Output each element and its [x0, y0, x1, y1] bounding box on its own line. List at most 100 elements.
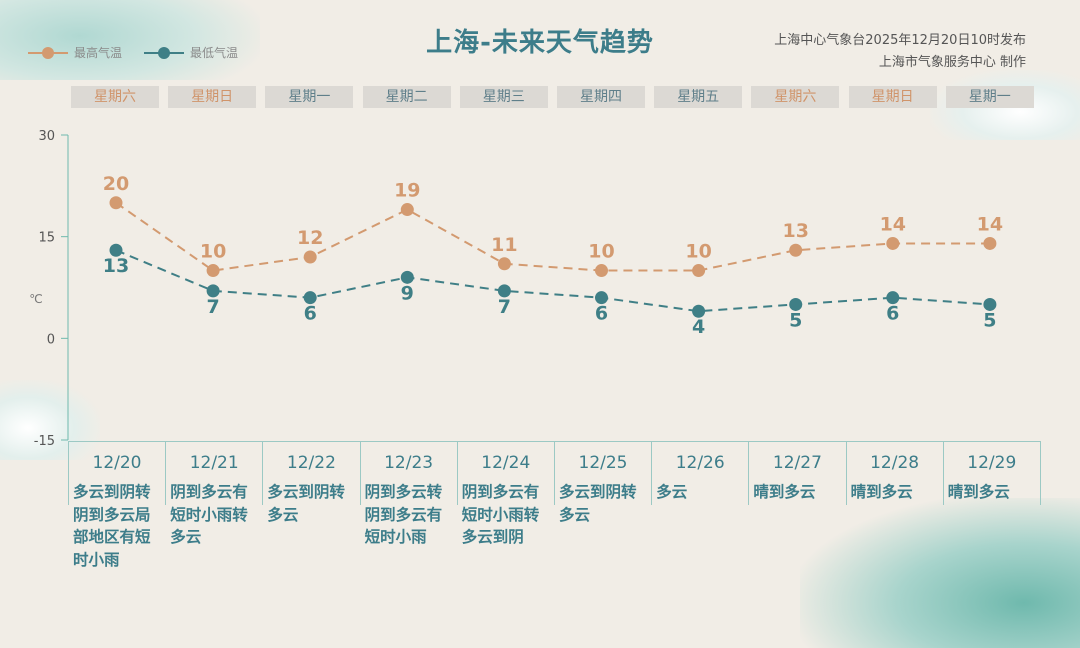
- max-temp-label: 13: [782, 220, 808, 242]
- forecast-date: 12/23: [384, 453, 434, 473]
- forecast-date: 12/22: [286, 453, 336, 473]
- y-tick-label: 15: [38, 231, 55, 246]
- weekday-cell: 星期六: [751, 86, 840, 108]
- weekday-cell: 星期五: [654, 86, 743, 108]
- decorative-cloud-top-left: [0, 0, 260, 80]
- max-temp-point: [789, 243, 803, 257]
- min-temp-point: [692, 304, 706, 318]
- min-temp-label: 13: [103, 255, 129, 277]
- forecast-weather: 晴到多云: [753, 483, 816, 501]
- forecast-column: 12/21 阴到多云有短时小雨转多云: [165, 441, 262, 546]
- max-temp-label: 10: [685, 241, 711, 263]
- forecast-date: 12/20: [92, 453, 142, 473]
- legend-min-marker-icon: [144, 46, 185, 59]
- max-temp-label: 14: [977, 213, 1003, 235]
- max-temp-point: [109, 196, 123, 210]
- legend-max-label: 最高气温: [74, 46, 123, 60]
- y-tick-label: 0: [47, 332, 55, 347]
- legend: 最高气温 最低气温: [28, 44, 238, 61]
- legend-min-label: 最低气温: [190, 46, 239, 60]
- max-temp-point: [206, 264, 220, 278]
- weekday-cell: 星期一: [265, 86, 354, 108]
- min-temp-point: [400, 270, 414, 284]
- forecast-column: 12/27 晴到多云: [748, 441, 845, 505]
- y-tick-label: 30: [38, 129, 55, 144]
- max-temp-line: [115, 201, 990, 272]
- weekday-cell: 星期四: [557, 86, 645, 108]
- max-temp-label: 10: [588, 241, 614, 263]
- min-temp-label: 5: [789, 309, 802, 331]
- issuer-line-2: 上海市气象服务中心 制作: [878, 55, 1026, 70]
- forecast-weather: 多云到阴转多云: [267, 483, 345, 524]
- weekday-cell: 星期六: [71, 86, 159, 108]
- max-temp-point: [400, 203, 414, 217]
- y-tick-label: -15: [34, 434, 55, 449]
- min-temp-label: 6: [595, 303, 608, 325]
- chart-title: 上海-未来天气趋势: [426, 28, 654, 58]
- min-temp-point: [303, 291, 317, 305]
- max-temp-label: 19: [394, 180, 420, 202]
- forecast-weather: 阴到多云有短时小雨转多云到阴: [461, 483, 540, 546]
- forecast-column: 12/28 晴到多云: [845, 441, 943, 505]
- min-temp-label: 9: [401, 282, 414, 304]
- max-temp-label: 14: [880, 213, 906, 235]
- max-temp-point: [595, 264, 608, 278]
- forecast-weather: 晴到多云: [850, 483, 913, 501]
- forecast-column: 12/29 晴到多云: [942, 441, 1041, 505]
- forecast-weather: 阴到多云有短时小雨转多云: [170, 483, 248, 546]
- forecast-column: 12/26 多云: [651, 441, 748, 505]
- max-temp-point: [692, 264, 706, 278]
- forecast-weather: 多云: [656, 483, 688, 501]
- min-temp-point: [886, 291, 900, 305]
- max-temp-label: 20: [103, 173, 129, 195]
- max-temp-label: 12: [297, 227, 323, 249]
- legend-max-marker-icon: [28, 46, 68, 59]
- y-axis-label: ℃: [29, 292, 42, 306]
- weekday-cell: 星期三: [459, 86, 548, 108]
- min-temp-point: [595, 291, 608, 305]
- max-temp-label: 10: [200, 241, 226, 263]
- max-temp-point: [497, 257, 511, 271]
- min-temp-label: 7: [206, 296, 219, 318]
- issuer-line-1: 上海中心气象台2025年12月20日10时发布: [774, 33, 1026, 48]
- forecast-column: 12/25 多云到阴转多云: [554, 441, 651, 524]
- min-temp-label: 6: [886, 303, 899, 325]
- issuer-info: 上海中心气象台2025年12月20日10时发布 上海市气象服务中心 制作: [774, 30, 1026, 74]
- min-temp-point: [983, 297, 997, 311]
- forecast-date: 12/27: [772, 453, 822, 473]
- min-temp-label: 5: [983, 309, 996, 331]
- forecast-weather: 晴到多云: [947, 483, 1010, 501]
- decorative-cloud-left: [0, 380, 100, 460]
- min-temp-point: [206, 284, 220, 298]
- forecast-weather: 多云到阴转多云: [559, 483, 637, 524]
- weekday-cell: 星期日: [168, 86, 257, 108]
- max-temp-point: [303, 250, 317, 264]
- forecast-date: 12/28: [870, 453, 920, 473]
- forecast-column: 12/22 多云到阴转多云: [262, 441, 359, 524]
- legend-item-max: 最高气温: [28, 44, 122, 61]
- legend-item-min: 最低气温: [144, 44, 238, 61]
- min-temp-point: [109, 243, 123, 257]
- forecast-weather: 多云到阴转阴到多云局部地区有短时小雨: [73, 483, 151, 569]
- min-temp-label: 6: [304, 303, 317, 325]
- forecast-date: 12/24: [481, 453, 531, 473]
- min-temp-label: 4: [692, 316, 705, 338]
- max-temp-point: [983, 236, 997, 250]
- forecast-column: 12/20 多云到阴转阴到多云局部地区有短时小雨: [68, 441, 165, 569]
- min-temp-label: 7: [498, 296, 511, 318]
- max-temp-point: [886, 236, 900, 250]
- weekday-cell: 星期日: [848, 86, 937, 108]
- weekday-row: 星期六 星期日 星期一 星期二 星期三 星期四 星期五 星期六 星期日 星期一: [70, 86, 1038, 108]
- forecast-date: 12/29: [967, 453, 1017, 473]
- forecast-date: 12/26: [675, 453, 725, 473]
- temperature-chart: 30 15 0 -15 ℃ 20 10 12 19 11 10 10 13 14 14 13 7 6 9 7 6 4 5 6 5: [29, 129, 1003, 449]
- weekday-cell: 星期一: [945, 86, 1034, 108]
- min-temp-point: [789, 297, 803, 311]
- weekday-cell: 星期二: [362, 86, 451, 108]
- forecast-date: 12/25: [578, 453, 628, 473]
- min-temp-line: [115, 249, 990, 313]
- min-temp-point: [497, 284, 511, 298]
- forecast-date: 12/21: [189, 453, 239, 473]
- forecast-column: 12/23 阴到多云转阴到多云有短时小雨: [359, 441, 457, 546]
- forecast-column: 12/24 阴到多云有短时小雨转多云到阴: [456, 441, 554, 546]
